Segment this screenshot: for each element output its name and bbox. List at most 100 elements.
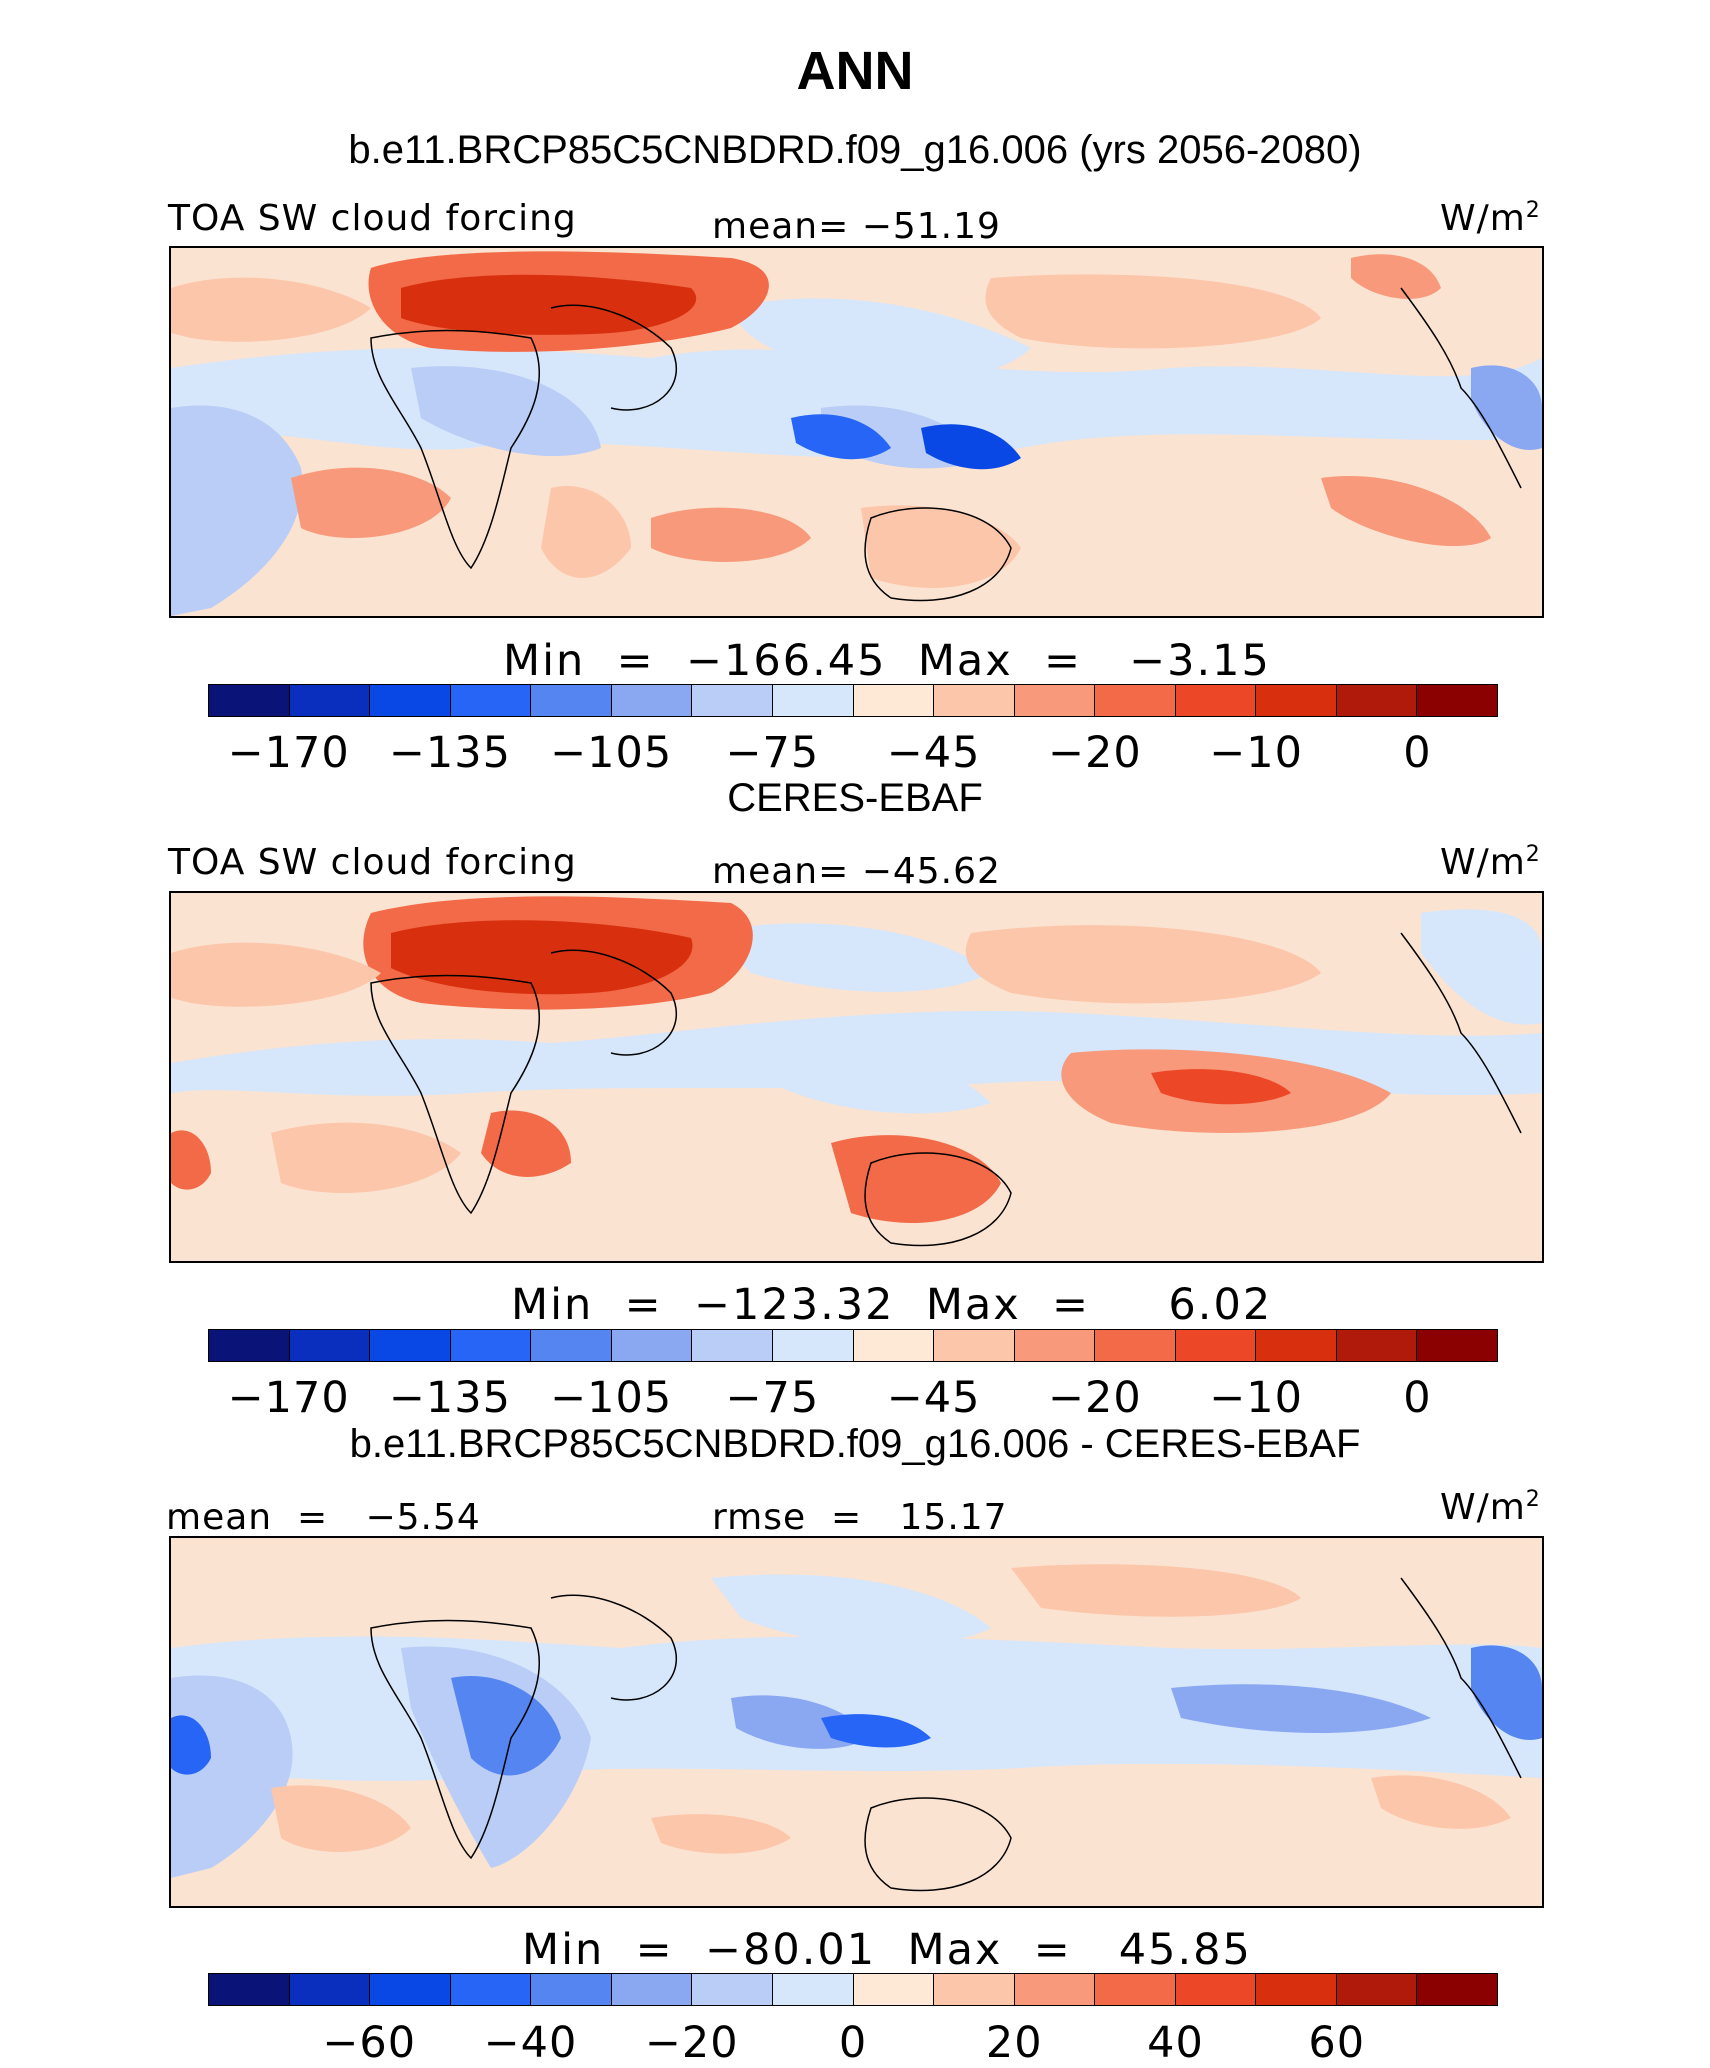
panel1-mean-label: mean= −51.19 (712, 206, 1001, 247)
panel3-mean-label: mean = −5.54 (166, 1497, 481, 1538)
colorbar-swatch (1336, 1330, 1418, 1361)
panel1-map (169, 246, 1544, 618)
units-text: W/m (1440, 842, 1526, 883)
figure-title: ANN (796, 41, 914, 101)
colorbar-swatch (772, 1974, 854, 2005)
units-superscript: 2 (1525, 1487, 1541, 1512)
colorbar-swatch (370, 1330, 451, 1361)
colorbar-tick-label: −10 (1209, 1373, 1303, 1423)
units-superscript: 2 (1525, 198, 1541, 223)
colorbar-tick-label: −135 (388, 1373, 511, 1423)
colorbar-swatch (692, 1330, 773, 1361)
panel2-header: CERES-EBAF (727, 776, 983, 820)
panel1-header: b.e11.BRCP85C5CNBDRD.f09_g16.006 (yrs 20… (348, 128, 1362, 172)
panel3-map (169, 1536, 1544, 1908)
colorbar-swatch (531, 1330, 612, 1361)
colorbar-swatch (934, 1330, 1015, 1361)
panel2-minmax: Min = −123.32 Max = 6.02 (511, 1280, 1273, 1330)
colorbar-swatch (450, 685, 532, 716)
colorbar-tick-label: 60 (1308, 2018, 1366, 2068)
panel2-units: W/m2 (1440, 842, 1541, 883)
units-text: W/m (1440, 1487, 1526, 1528)
colorbar-swatch (1095, 1330, 1176, 1361)
colorbar-tick-label: −45 (886, 1373, 981, 1423)
colorbar-tick-label: −75 (725, 728, 820, 778)
colorbar-swatch (531, 1974, 612, 2005)
colorbar-tick-label: −20 (1048, 1373, 1142, 1423)
panel3-minmax: Min = −80.01 Max = 45.85 (522, 1925, 1252, 1975)
colorbar-tick-label: 0 (838, 2018, 868, 2068)
colorbar-swatch (450, 1330, 532, 1361)
colorbar-tick-label: −20 (644, 2018, 739, 2068)
colorbar-swatch (772, 1330, 854, 1361)
colorbar-tick-label: −170 (227, 1373, 350, 1423)
colorbar-swatch (1417, 1330, 1497, 1361)
colorbar-swatch (853, 1330, 935, 1361)
colorbar-swatch (611, 685, 693, 716)
colorbar-swatch (853, 1974, 935, 2005)
colorbar-tick-label: −10 (1209, 728, 1303, 778)
colorbar-tick-label: −45 (886, 728, 981, 778)
colorbar-tick-label: −105 (550, 728, 673, 778)
colorbar-tick-label: 40 (1147, 2018, 1204, 2068)
colorbar-tick-label: 20 (985, 2018, 1043, 2068)
panel1-left-label: TOA SW cloud forcing (168, 198, 577, 239)
colorbar-swatch (289, 1974, 371, 2005)
colorbar-tick-label: −40 (483, 2018, 578, 2068)
colorbar-swatch (1256, 685, 1337, 716)
colorbar-swatch (289, 1330, 371, 1361)
colorbar-tick-label: 0 (1403, 1373, 1432, 1423)
colorbar-swatch (1175, 685, 1257, 716)
colorbar-swatch (1417, 1974, 1497, 2005)
colorbar-swatch (692, 1974, 773, 2005)
panel1-colorbar (208, 684, 1498, 717)
colorbar-swatch (209, 685, 290, 716)
colorbar-swatch (772, 685, 854, 716)
colorbar-swatch (450, 1974, 532, 2005)
panel2-left-label: TOA SW cloud forcing (168, 842, 577, 883)
colorbar-swatch (370, 1974, 451, 2005)
colorbar-tick-label: −170 (227, 728, 350, 778)
panel2-map (169, 891, 1544, 1263)
colorbar-swatch (1256, 1330, 1337, 1361)
colorbar-swatch (289, 685, 371, 716)
colorbar-swatch (1417, 685, 1497, 716)
colorbar-swatch (692, 685, 773, 716)
panel3-colorbar (208, 1973, 1498, 2006)
colorbar-swatch (209, 1974, 290, 2005)
colorbar-swatch (1014, 685, 1096, 716)
panel2-heatmap (171, 893, 1542, 1261)
colorbar-swatch (1175, 1974, 1257, 2005)
colorbar-swatch (1095, 685, 1176, 716)
panel1-units: W/m2 (1440, 198, 1541, 239)
panel3-header: b.e11.BRCP85C5CNBDRD.f09_g16.006 - CERES… (349, 1422, 1361, 1466)
colorbar-tick-label: −75 (725, 1373, 820, 1423)
panel3-heatmap (171, 1538, 1542, 1906)
colorbar-swatch (1256, 1974, 1337, 2005)
colorbar-tick-label: −20 (1048, 728, 1142, 778)
colorbar-swatch (1175, 1330, 1257, 1361)
colorbar-swatch (611, 1974, 693, 2005)
colorbar-swatch (370, 685, 451, 716)
colorbar-swatch (853, 685, 935, 716)
colorbar-swatch (209, 1330, 290, 1361)
panel1-minmax: Min = −166.45 Max = −3.15 (503, 636, 1271, 686)
panel3-rmse-label: rmse = 15.17 (712, 1497, 1008, 1538)
colorbar-swatch (1336, 1974, 1418, 2005)
colorbar-swatch (934, 685, 1015, 716)
colorbar-tick-label: −135 (388, 728, 511, 778)
colorbar-swatch (1014, 1974, 1096, 2005)
colorbar-swatch (1095, 1974, 1176, 2005)
colorbar-swatch (531, 685, 612, 716)
colorbar-tick-label: 0 (1403, 728, 1432, 778)
colorbar-swatch (1014, 1330, 1096, 1361)
colorbar-swatch (934, 1974, 1015, 2005)
panel3-units: W/m2 (1440, 1487, 1541, 1528)
colorbar-swatch (1336, 685, 1418, 716)
panel2-mean-label: mean= −45.62 (712, 851, 1001, 892)
units-superscript: 2 (1525, 842, 1541, 867)
panel1-heatmap (171, 248, 1542, 616)
colorbar-tick-label: −60 (322, 2018, 417, 2068)
colorbar-swatch (611, 1330, 693, 1361)
panel2-colorbar (208, 1329, 1498, 1362)
